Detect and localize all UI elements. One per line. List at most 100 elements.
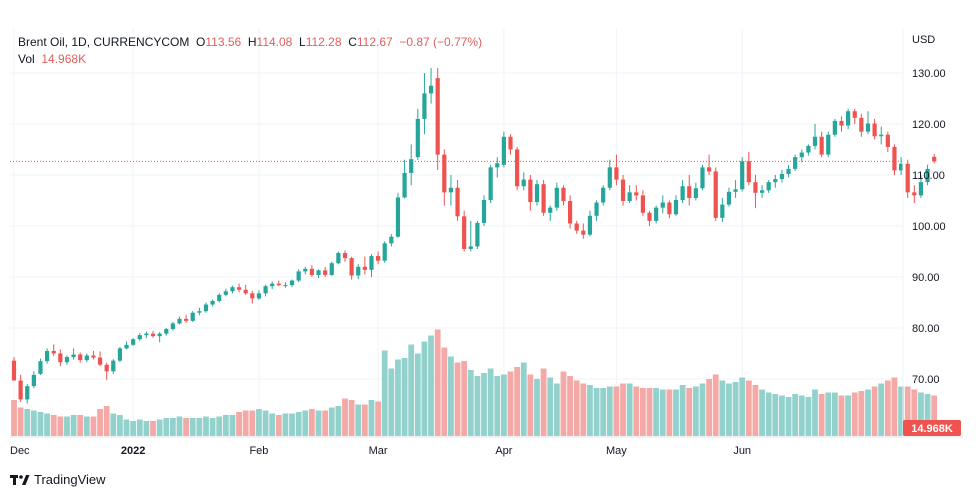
chart-legend: Brent Oil, 1D, CURRENCYCOM O113.56 H114.… (18, 34, 482, 68)
volume-bar (745, 380, 752, 436)
candle (885, 131, 890, 153)
volume-bar (785, 397, 792, 436)
volume-bar (83, 416, 90, 436)
candle (528, 175, 533, 211)
candle (634, 185, 639, 201)
candle (415, 108, 420, 160)
candle-body (250, 293, 255, 299)
volume-bar (825, 392, 832, 436)
candle-body (442, 154, 447, 193)
volume-bar (30, 410, 37, 436)
x-axis[interactable]: Dec 2022 Feb Mar Apr May Jun (10, 445, 751, 457)
candle-body (223, 291, 228, 295)
candle (157, 332, 162, 343)
volume-bar (150, 421, 156, 436)
candle-body (117, 348, 123, 361)
candle (501, 131, 506, 168)
candle-body (78, 354, 83, 361)
candle-body (766, 182, 771, 191)
candle (759, 185, 765, 198)
candle-body (448, 187, 454, 193)
candle (409, 144, 414, 186)
candles (11, 67, 937, 404)
candle (640, 190, 645, 216)
candle (515, 146, 520, 191)
volume-bar (719, 380, 726, 436)
candle (442, 149, 447, 206)
volume-bar (865, 389, 871, 436)
candle-body (376, 256, 381, 261)
candle (256, 290, 262, 300)
candle-body (634, 192, 639, 196)
volume-bar (911, 389, 918, 436)
legend-symbol[interactable]: Brent Oil (18, 35, 65, 49)
volume-bar (428, 335, 434, 436)
candle-body (203, 304, 209, 312)
candle-body (296, 271, 301, 281)
candle (336, 251, 341, 265)
candle (806, 144, 811, 156)
candle-body (607, 167, 612, 188)
candle (707, 154, 712, 175)
candle (210, 299, 215, 307)
candle-body (673, 199, 679, 215)
candle (45, 348, 50, 364)
candle-body (342, 253, 348, 259)
candle (799, 149, 804, 163)
volume-bar (156, 419, 163, 436)
volume-bar (110, 413, 117, 436)
candle-body (773, 179, 778, 183)
volume-bar (871, 386, 878, 436)
candle-body (713, 171, 718, 218)
volume-bar (759, 389, 765, 436)
candle-body (58, 353, 63, 363)
volume-bar (567, 376, 573, 436)
candle-body (210, 300, 215, 305)
candle-body (402, 172, 407, 198)
volume-bar (256, 409, 262, 436)
candle (316, 269, 321, 279)
volume-bar (507, 371, 514, 436)
volume-bar (269, 413, 276, 436)
y-tick-label: 110.00 (912, 170, 945, 182)
volume-bar (249, 410, 256, 436)
volume-badge-bg (903, 420, 961, 436)
y-axis[interactable]: 130.00 120.00 110.00 100.00 90.00 80.00 70.00 (912, 68, 946, 386)
y-tick-label: 130.00 (912, 68, 946, 80)
candle (164, 328, 169, 336)
volume-bar (534, 379, 540, 436)
tradingview-attribution[interactable]: TradingView (10, 472, 106, 487)
volume-bar (805, 397, 812, 436)
currency-label[interactable]: USD (912, 34, 936, 46)
candle-body (51, 350, 56, 354)
candle (475, 220, 480, 249)
candle (263, 284, 268, 297)
candle-body (455, 187, 460, 217)
volume-badge-text: 14.968K (911, 423, 953, 435)
candle (693, 182, 698, 201)
candle-body (481, 199, 487, 223)
candle-body (71, 354, 76, 358)
candle (832, 118, 837, 137)
candle-body (303, 268, 308, 272)
legend-open-label: O (196, 35, 206, 49)
candle-body (614, 167, 619, 180)
candle (654, 205, 659, 224)
volume-bar (653, 388, 660, 436)
candle-body (793, 157, 798, 169)
volume-bar (851, 392, 858, 436)
candle-body (329, 263, 334, 275)
candle (84, 353, 89, 363)
candle-body (872, 123, 877, 137)
candle-body (905, 163, 910, 193)
candle (733, 180, 738, 198)
candle-body (38, 361, 43, 374)
candle (872, 118, 877, 140)
volume-bar (666, 389, 673, 436)
legend-vol-value: 14.968K (41, 52, 87, 66)
candle (554, 182, 559, 211)
candle-body (263, 286, 268, 294)
candle (184, 314, 189, 323)
candle (720, 197, 725, 222)
